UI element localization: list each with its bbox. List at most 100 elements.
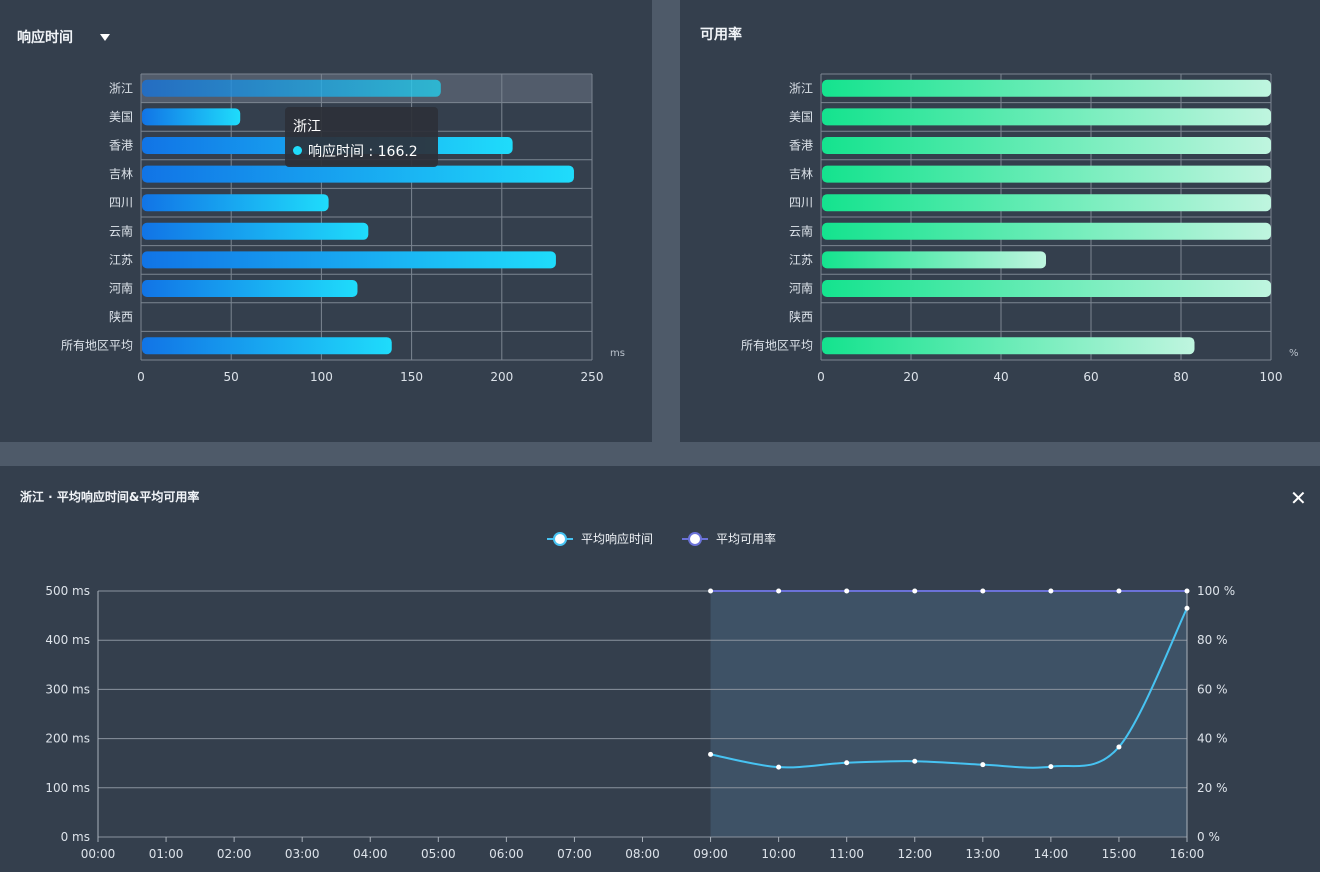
bar — [822, 337, 1195, 355]
response-time-point — [1048, 764, 1054, 770]
chart-tooltip: 浙江 响应时间 : 166.2 — [285, 107, 438, 167]
bar — [142, 165, 574, 183]
availability-point — [1116, 588, 1122, 594]
x-tick-label: 10:00 — [761, 847, 796, 861]
category-label: 四川 — [789, 196, 813, 210]
availability-point — [912, 588, 918, 594]
bar — [142, 108, 241, 126]
legend-swatch-dot — [688, 532, 702, 546]
x-tick-label: 0 — [137, 370, 145, 384]
x-tick-label: 0 — [817, 370, 825, 384]
x-tick-label: 100 — [1260, 370, 1283, 384]
availability-point — [1184, 588, 1190, 594]
x-tick-label: 05:00 — [421, 847, 456, 861]
response-time-point — [776, 764, 782, 770]
x-tick-label: 13:00 — [966, 847, 1001, 861]
category-label: 所有地区平均 — [61, 339, 133, 353]
bar — [822, 194, 1271, 212]
x-tick-label: 01:00 — [149, 847, 184, 861]
bar — [822, 280, 1271, 297]
x-tick-label: 12:00 — [897, 847, 932, 861]
x-tick-label: 80 — [1173, 370, 1188, 384]
y-left-tick-label: 200 ms — [45, 732, 90, 746]
x-tick-label: 16:00 — [1170, 847, 1205, 861]
x-tick-label: 40 — [993, 370, 1008, 384]
bar — [142, 251, 556, 269]
close-button[interactable]: ✕ — [1290, 486, 1307, 510]
detail-panel: 浙江 · 平均响应时间&平均可用率 ✕ 0 ms 100 ms 200 ms 300 … — [0, 466, 1320, 872]
y-left-tick-label: 0 ms — [61, 830, 90, 844]
x-tick-label: 250 — [581, 370, 604, 384]
y-right-tick-label: 100 % — [1197, 584, 1235, 598]
category-label: 浙江 — [789, 81, 813, 95]
bar — [822, 137, 1271, 154]
availability-title: 可用率 — [700, 27, 742, 43]
bar — [142, 222, 369, 240]
y-right-tick-label: 60 % — [1197, 682, 1228, 696]
x-tick-label: 11:00 — [829, 847, 864, 861]
x-tick-label: 60 — [1083, 370, 1098, 384]
response-time-point — [912, 758, 918, 764]
category-label: 河南 — [789, 281, 813, 296]
category-label: 香港 — [109, 139, 133, 153]
bar — [142, 280, 358, 297]
category-label: 吉林 — [109, 167, 133, 181]
tooltip-value: 166.2 — [377, 144, 418, 160]
x-tick-label: 50 — [224, 370, 239, 384]
bar — [822, 165, 1271, 183]
availability-point — [776, 588, 782, 594]
y-left-tick-label: 400 ms — [45, 633, 90, 647]
y-right-tick-label: 40 % — [1197, 732, 1228, 746]
category-label: 江苏 — [109, 253, 133, 267]
x-tick-label: 02:00 — [217, 847, 252, 861]
x-tick-label: 150 — [400, 370, 423, 384]
bar — [822, 222, 1271, 240]
detail-line-chart: 0 ms 100 ms 200 ms 300 ms 400 ms 500 ms 0 % 20 … — [45, 531, 1235, 861]
legend-label: 平均响应时间 — [581, 531, 653, 546]
axis-unit-label: ms — [610, 348, 625, 359]
bar — [822, 251, 1046, 269]
x-tick-label: 15:00 — [1102, 847, 1137, 861]
y-left-tick-label: 100 ms — [45, 781, 90, 795]
bar — [822, 79, 1271, 97]
response-time-point — [1116, 744, 1122, 750]
y-right-tick-label: 80 % — [1197, 633, 1228, 647]
x-tick-label: 07:00 — [557, 847, 592, 861]
x-tick-label: 20 — [903, 370, 918, 384]
bar — [142, 79, 441, 97]
category-label: 香港 — [789, 139, 813, 153]
response-time-line — [710, 607, 1188, 769]
response-time-panel: 响应时间 0 50 100 150 200 250 浙江 美国 香港 吉林 四川 云南 江苏 河南 陕西 所有… — [0, 0, 652, 442]
category-label: 浙江 — [109, 81, 133, 95]
legend-label: 平均可用率 — [716, 531, 776, 546]
category-label: 所有地区平均 — [741, 339, 813, 353]
y-right-tick-label: 20 % — [1197, 781, 1228, 795]
category-label: 陕西 — [109, 309, 133, 324]
x-tick-label: 08:00 — [625, 847, 660, 861]
availability-point — [1048, 588, 1054, 594]
category-label: 美国 — [109, 110, 133, 124]
response-time-bar-chart: 0 50 100 150 200 250浙江美国香港吉林四川云南江苏河南陕西所有地区平均m… — [61, 73, 625, 384]
y-right-tick-label: 0 % — [1197, 830, 1220, 844]
x-tick-label: 06:00 — [489, 847, 524, 861]
tooltip-value-row: 响应时间 : 166.2 — [308, 141, 418, 161]
response-time-title: 响应时间 — [17, 30, 73, 46]
category-label: 云南 — [109, 223, 133, 238]
bar — [822, 108, 1271, 126]
category-label: 河南 — [109, 281, 133, 296]
x-tick-label: 03:00 — [285, 847, 320, 861]
y-left-tick-label: 500 ms — [45, 584, 90, 598]
tooltip-region: 浙江 — [293, 119, 321, 135]
availability-point — [980, 588, 986, 594]
selected-range-shade — [710, 591, 1187, 837]
chevron-down-icon[interactable] — [100, 34, 110, 41]
x-tick-label: 200 — [490, 370, 513, 384]
x-tick-label: 00:00 — [81, 847, 116, 861]
availability-point — [708, 588, 714, 594]
x-tick-label: 100 — [310, 370, 333, 384]
y-left-tick-label: 300 ms — [45, 682, 90, 696]
axis-unit-label: % — [1289, 348, 1299, 359]
x-tick-label: 14:00 — [1034, 847, 1069, 861]
detail-title: 浙江 · 平均响应时间&平均可用率 — [20, 490, 200, 504]
